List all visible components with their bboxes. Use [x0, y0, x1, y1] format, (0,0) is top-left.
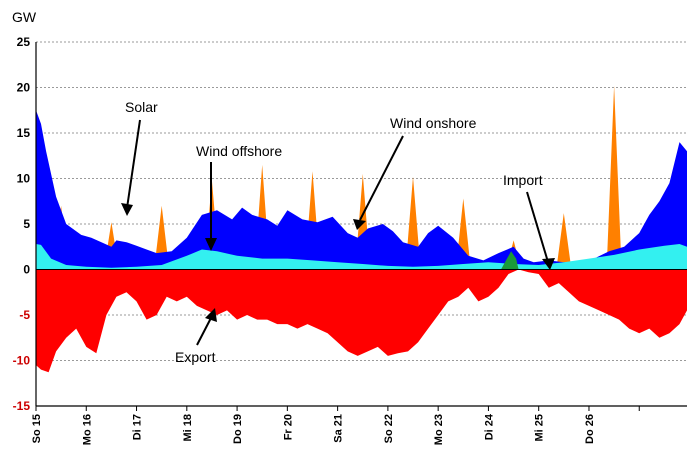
- y-tick-label: 15: [17, 126, 31, 140]
- arrow-export: [196, 315, 213, 346]
- annotation-wind-offshore: Wind offshore: [196, 143, 282, 159]
- y-tick-label: -10: [13, 354, 31, 368]
- y-axis-unit: GW: [12, 9, 37, 25]
- arrowhead-import: [542, 258, 555, 270]
- area-export: [36, 269, 687, 373]
- arrowhead-export: [205, 308, 217, 322]
- annotation-wind-onshore: Wind onshore: [390, 115, 477, 131]
- annotation-export: Export: [175, 349, 216, 365]
- arrow-wind-onshore: [359, 135, 404, 221]
- x-tick-label: Di 24: [483, 413, 495, 440]
- area-wind-offshore: [36, 244, 687, 270]
- arrowhead-wind-offshore: [205, 238, 217, 251]
- x-tick-label: Fr 20: [282, 414, 294, 440]
- x-tick-label: Do 26: [584, 414, 596, 444]
- x-tick-label: Mi 18: [182, 414, 194, 442]
- arrow-solar: [126, 119, 141, 209]
- y-tick-label: 10: [17, 172, 31, 186]
- y-tick-label: -5: [19, 308, 30, 322]
- area-import: [501, 251, 519, 270]
- arrowhead-solar: [121, 203, 133, 216]
- annotation-solar: Solar: [125, 99, 158, 115]
- x-tick-label: So 15: [31, 414, 43, 443]
- y-tick-label: 0: [23, 263, 30, 277]
- y-tick-label: 20: [17, 81, 31, 95]
- area-wind-onshore: [36, 110, 687, 270]
- annotation-import: Import: [503, 172, 543, 188]
- y-tick-label: 5: [23, 217, 30, 231]
- series-areas: [36, 85, 687, 373]
- arrowhead-wind-onshore: [353, 219, 366, 230]
- x-tick-label: So 22: [383, 414, 395, 443]
- area-solar: [36, 85, 687, 270]
- arrow-import: [526, 191, 549, 263]
- annotations: Solar Wind offshore Wind onshore Import …: [121, 99, 555, 365]
- x-tick-label: Sa 21: [333, 414, 345, 443]
- y-tick-label: -15: [13, 399, 31, 413]
- x-tick-label: Mo 23: [433, 414, 445, 445]
- x-tick-label: Do 19: [232, 414, 244, 444]
- x-tick-label: Di 17: [132, 414, 144, 440]
- x-tick-label: Mi 25: [534, 414, 546, 442]
- y-tick-label: 25: [17, 35, 31, 49]
- x-tick-label: Mo 16: [81, 414, 93, 445]
